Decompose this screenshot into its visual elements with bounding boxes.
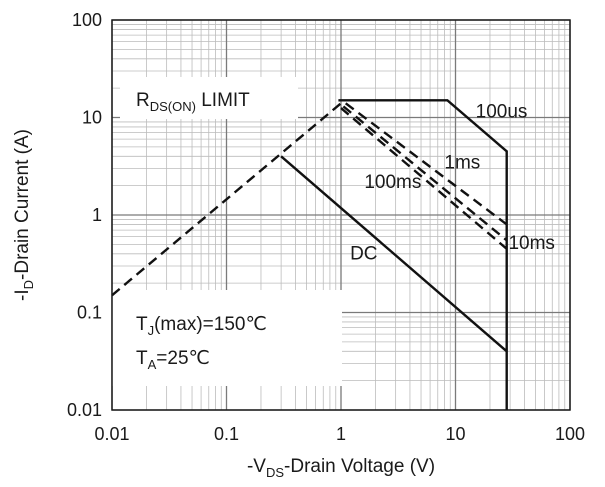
curve-10ms (342, 105, 508, 242)
rds-limit-sub: DS(ON) (150, 99, 196, 114)
tj-tail: (max)=150℃ (154, 314, 267, 335)
x-axis-prefix: -V (247, 456, 266, 477)
curve-1ms (344, 102, 508, 226)
tj-label: TJ(max)=150℃ (136, 314, 267, 338)
x-tick-label: 0.01 (94, 424, 129, 444)
y-tick-label: 100 (72, 10, 102, 30)
x-tick-label: 10 (445, 424, 465, 444)
curve-label-dc: DC (350, 243, 377, 264)
curve-label-100us: 100us (476, 102, 528, 123)
y-axis-title: -ID-Drain Current (A) (12, 129, 36, 301)
x-axis-suffix: -Drain Voltage (V) (284, 456, 435, 477)
y-axis-prefix: -I (12, 289, 33, 301)
curve-label-10ms: 10ms (508, 233, 554, 254)
plot-frame (111, 19, 571, 411)
y-tick-label: 0.01 (67, 400, 102, 420)
curve-100us (338, 99, 508, 410)
rds-limit-box (120, 77, 298, 119)
ta-label: TA=25℃ (136, 348, 210, 372)
tj-sub: J (148, 323, 155, 338)
y-tick-label: 1 (92, 205, 102, 225)
x-axis-title: -VDS-Drain Voltage (V) (247, 456, 435, 480)
x-tick-label: 100 (555, 424, 585, 444)
curve-labels: 100us 1ms 100ms 10ms DC (350, 102, 555, 265)
ta-main: T (136, 348, 148, 369)
x-tick-label: 1 (336, 424, 346, 444)
y-axis-sub: D (21, 280, 36, 289)
curve-100ms (340, 107, 508, 250)
curve-label-100ms: 100ms (364, 172, 421, 193)
ta-tail: =25℃ (156, 348, 210, 369)
x-tick-labels: 0.01 0.1 1 10 100 (94, 424, 585, 444)
y-tick-label: 0.1 (77, 303, 102, 323)
rds-limit-tail: LIMIT (196, 90, 250, 111)
temperature-box (112, 290, 342, 386)
x-axis-sub: DS (266, 465, 284, 480)
rds-limit-label: RDS(ON) LIMIT (136, 90, 250, 114)
curve-dc (280, 155, 508, 353)
curve-label-1ms: 1ms (444, 152, 480, 173)
y-axis-suffix: -Drain Current (A) (12, 129, 33, 280)
ta-sub: A (148, 357, 157, 372)
rds-limit-main: R (136, 90, 150, 111)
curves (111, 99, 508, 410)
curve-rds-on-limit (111, 102, 342, 297)
y-tick-label: 10 (82, 108, 102, 128)
tj-main: T (136, 314, 148, 335)
x-tick-label: 0.1 (214, 424, 239, 444)
y-tick-labels: 100 10 1 0.1 0.01 (67, 10, 102, 420)
